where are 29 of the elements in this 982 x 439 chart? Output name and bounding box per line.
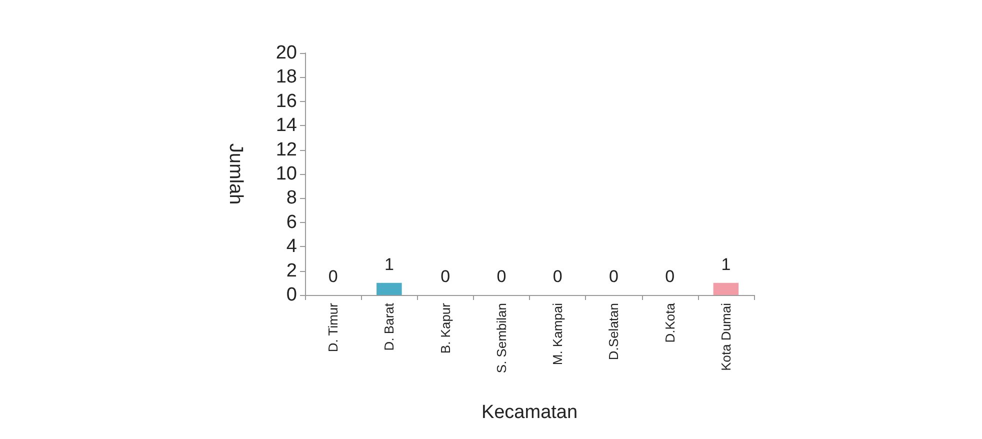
x-tick-label: Kota Dumai [718,302,734,371]
y-tick-label: 8 [286,188,297,209]
y-tick-label: 4 [286,236,298,258]
data-label: 0 [496,267,506,286]
x-tick-label: B. Kapur [438,302,453,354]
y-tick-label: 2 [286,260,297,282]
y-tick-label: 6 [286,212,297,233]
data-label: 0 [608,267,618,286]
data-label: 0 [665,267,675,286]
y-tick-label: 20 [276,42,297,64]
y-tick-label: 18 [276,66,297,88]
y-tick-label: 10 [276,164,297,184]
y-axis-title: Jumlah [225,143,246,205]
y-tick-label: 16 [276,90,297,112]
x-tick-label: S. Sembilan [494,303,509,374]
x-axis-title: Kecamatan [481,402,578,423]
y-tick-label: 12 [276,139,297,160]
data-label: 1 [721,254,731,274]
x-tick-label: D.Selatan [606,303,622,360]
data-label: 0 [440,267,450,286]
x-tick-label: D. Barat [382,302,397,351]
data-label: 0 [328,267,338,286]
data-label: 0 [552,267,562,286]
x-tick-label: D. Timur [326,302,341,352]
y-tick-label: 0 [286,284,297,306]
x-tick-label: D.Kota [662,302,678,343]
x-tick-label: M. Kampai [550,302,566,366]
data-label: 1 [384,254,394,274]
y-tick-label: 14 [276,115,298,136]
